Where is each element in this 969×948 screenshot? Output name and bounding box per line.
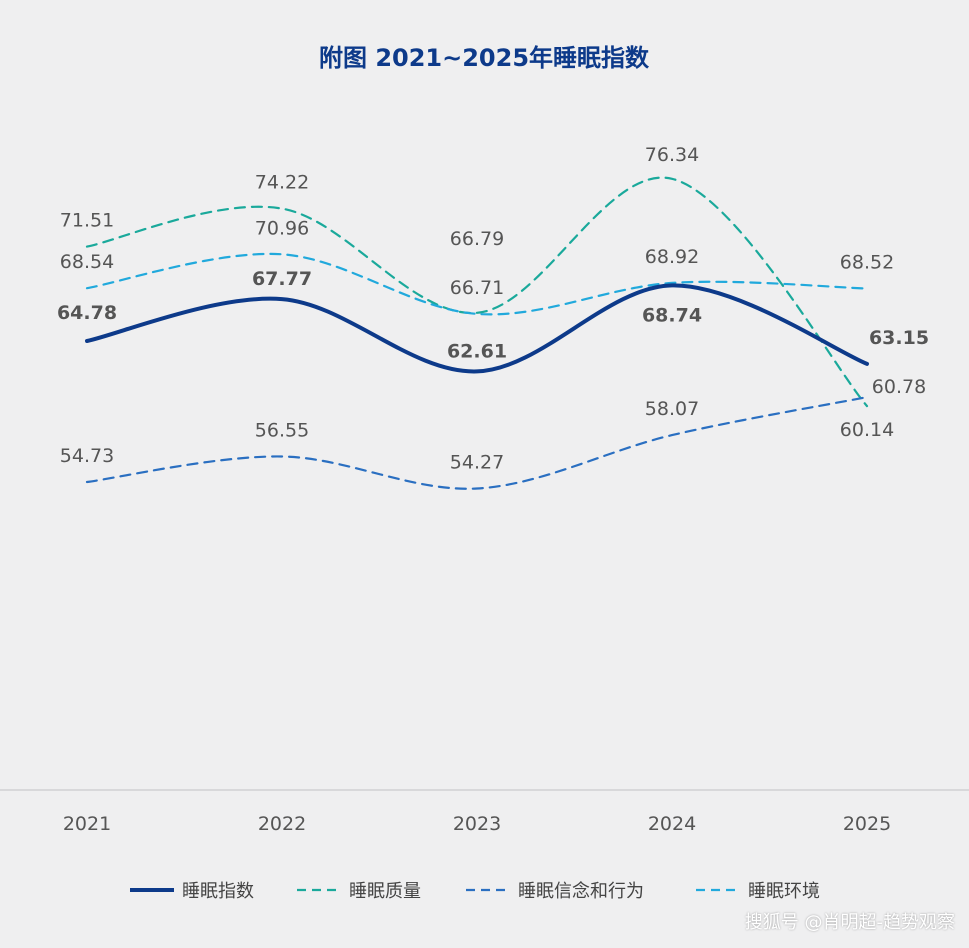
data-label-s0-4: 63.15	[869, 327, 929, 349]
chart-title: 附图 2021~2025年睡眠指数	[319, 44, 650, 72]
data-label-s0-2: 62.61	[447, 340, 507, 362]
x-tick-label-1: 2022	[258, 813, 306, 835]
data-label-s0-3: 68.74	[642, 304, 702, 326]
legend-label-0: 睡眠指数	[182, 881, 254, 902]
data-label-s2-3: 58.07	[645, 398, 699, 420]
x-tick-label-0: 2021	[63, 813, 111, 835]
x-tick-label-3: 2024	[648, 813, 696, 835]
series-line-0	[85, 283, 869, 374]
data-label-s2-1: 56.55	[255, 419, 309, 441]
data-label-s3-1: 70.96	[255, 217, 309, 239]
x-axis-ticks: 2021 2022 2023 2024 2025	[63, 813, 891, 835]
data-label-s2-4: 60.78	[872, 376, 926, 398]
data-label-s1-3: 76.34	[645, 144, 699, 166]
x-tick-label-2: 2023	[453, 813, 501, 835]
series-line-1	[85, 176, 869, 408]
series-line-3	[85, 252, 869, 316]
legend-label-2: 睡眠信念和行为	[518, 880, 644, 902]
data-label-s3-2: 66.71	[450, 277, 504, 299]
data-label-s3-4: 68.52	[840, 252, 894, 274]
legend-label-3: 睡眠环境	[748, 881, 820, 902]
series-lines	[85, 176, 869, 490]
data-label-s2-2: 54.27	[450, 451, 504, 473]
data-label-s3-0: 68.54	[60, 251, 114, 273]
data-label-s1-0: 71.51	[60, 210, 114, 232]
legend: 睡眠指数 睡眠质量 睡眠信念和行为 睡眠环境	[130, 880, 820, 902]
data-label-s1-4: 60.14	[840, 419, 894, 441]
series-line-2	[85, 396, 869, 490]
data-label-s1-1: 74.22	[255, 172, 309, 194]
x-tick-label-4: 2025	[843, 813, 891, 835]
data-label-s2-0: 54.73	[60, 445, 114, 467]
data-label-s3-3: 68.92	[645, 246, 699, 268]
legend-label-1: 睡眠质量	[349, 881, 421, 902]
data-label-s0-0: 64.78	[57, 302, 117, 324]
data-label-s1-2: 66.79	[450, 228, 504, 250]
data-labels: 64.78 67.77 62.61 68.74 63.15 71.51 74.22 66.79…	[57, 144, 929, 474]
data-label-s0-1: 67.77	[252, 268, 312, 290]
watermark: 搜狐号 @肖明超-趋势观察	[744, 912, 955, 933]
